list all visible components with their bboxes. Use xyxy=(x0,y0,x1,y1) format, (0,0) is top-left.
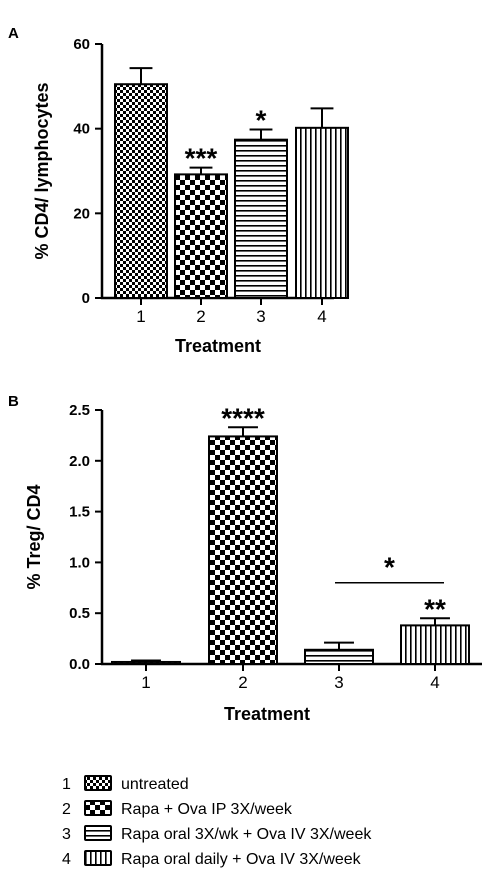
legend-label: Rapa + Ova IP 3X/week xyxy=(121,801,293,818)
chart-b: 0.00.51.01.52.02.51 2****3 4***Treatment% … xyxy=(24,402,482,724)
y-tick-label: 1.0 xyxy=(69,554,90,571)
bracket-significance-label: * xyxy=(384,552,395,583)
y-axis-label: % Treg/ CD4 xyxy=(24,484,44,589)
legend-number: 3 xyxy=(62,826,71,843)
x-tick-label: 3 xyxy=(256,307,265,326)
x-tick-label: 4 xyxy=(430,673,439,692)
bar-2 xyxy=(208,435,278,665)
legend-number: 4 xyxy=(62,851,71,868)
y-tick-label: 0.5 xyxy=(69,605,90,622)
significance-label: * xyxy=(256,105,267,136)
y-tick-label: 2.5 xyxy=(69,402,90,419)
legend-number: 1 xyxy=(62,776,71,793)
bar-4 xyxy=(295,126,349,299)
legend: 1 untreated 2 Rapa + Ova IP 3X/week 3 Rapa or… xyxy=(62,775,372,868)
x-tick-label: 1 xyxy=(136,307,145,326)
x-axis-label: Treatment xyxy=(224,704,310,724)
panel-letter-b: B xyxy=(8,393,19,410)
y-tick-label: 0.0 xyxy=(69,656,90,673)
significance-label: **** xyxy=(221,402,265,433)
x-axis-label: Treatment xyxy=(175,336,261,356)
legend-swatch xyxy=(84,850,112,866)
y-tick-label: 60 xyxy=(73,36,90,53)
chart-a: 0 20 40 60 1 2 *** 3 * 4 Treatment % CD4/ lymphocyt… xyxy=(32,36,349,356)
y-tick-label: 1.5 xyxy=(69,504,90,521)
legend-swatch xyxy=(84,800,112,816)
bar-4 xyxy=(400,624,470,666)
x-tick-label: 1 xyxy=(141,673,150,692)
x-tick-label: 2 xyxy=(238,673,247,692)
bar-1 xyxy=(111,660,181,666)
bar-2 xyxy=(174,173,228,300)
legend-label: Rapa oral daily + Ova IV 3X/week xyxy=(121,851,362,868)
legend-number: 2 xyxy=(62,801,71,818)
legend-swatch xyxy=(84,825,112,841)
panel-letter-a: A xyxy=(8,25,19,42)
y-tick-label: 20 xyxy=(73,205,90,222)
legend-swatch xyxy=(84,775,112,791)
significance-label: ** xyxy=(424,593,446,624)
legend-label: untreated xyxy=(121,776,189,793)
x-tick-label: 4 xyxy=(317,307,326,326)
bar-3 xyxy=(304,648,374,666)
y-tick-label: 40 xyxy=(73,121,90,138)
y-axis-label: % CD4/ lymphocytes xyxy=(32,82,52,259)
x-tick-label: 3 xyxy=(334,673,343,692)
y-tick-label: 2.0 xyxy=(69,453,90,470)
y-tick-label: 0 xyxy=(82,290,90,307)
significance-label: *** xyxy=(185,143,218,174)
legend-label: Rapa oral 3X/wk + Ova IV 3X/week xyxy=(121,826,372,843)
bar-3 xyxy=(234,138,288,299)
x-tick-label: 2 xyxy=(196,307,205,326)
bar-1 xyxy=(114,83,168,300)
